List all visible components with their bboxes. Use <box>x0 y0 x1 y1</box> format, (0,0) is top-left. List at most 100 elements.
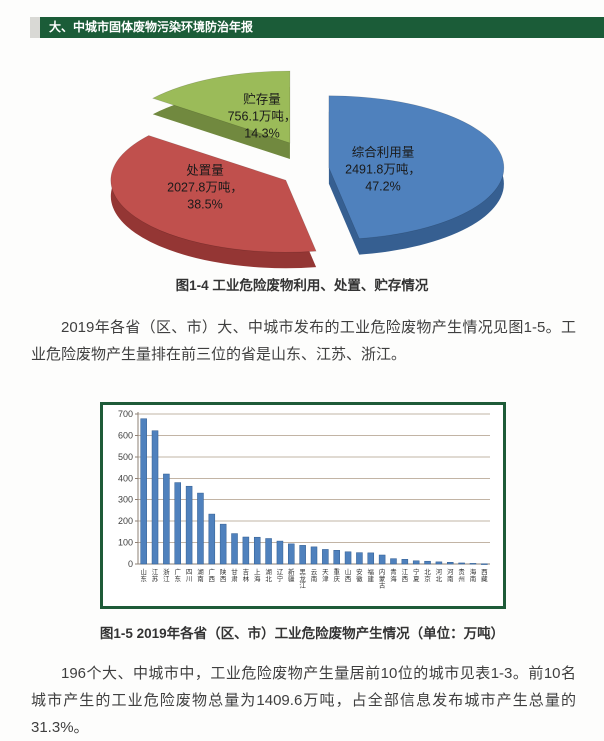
bar-湖北 <box>265 538 272 565</box>
x-axis-tick-label: 西藏 <box>481 568 488 583</box>
x-axis-tick-label: 江西 <box>402 568 409 583</box>
bar-山西 <box>344 551 352 565</box>
bar-figure-caption: 图1-5 2019年各省（区、市）工业危险废物产生情况（单位：万吨） <box>99 626 505 641</box>
y-axis-tick-label: 300 <box>118 495 133 505</box>
bar-青海 <box>390 558 397 565</box>
bar-江苏 <box>151 430 159 565</box>
x-axis-tick-label: 重庆 <box>333 568 340 583</box>
y-axis-tick-label: 600 <box>118 430 133 440</box>
bar-云南 <box>310 546 318 565</box>
x-axis-tick-label: 辽宁 <box>277 568 284 583</box>
bar-重庆 <box>333 550 340 565</box>
x-axis-tick-label: 青海 <box>390 567 397 583</box>
x-axis-tick-label: 贵州 <box>458 567 465 583</box>
x-axis-labels: 山东江苏浙江广东四川湖南广西陕西甘肃吉林上海湖北辽宁新疆黑龙江云南天津重庆山西安… <box>140 567 488 590</box>
bar-天津 <box>322 549 329 565</box>
x-axis-tick-label: 宁夏 <box>413 567 420 583</box>
bar-贵州 <box>458 562 465 565</box>
x-axis-tick-label: 河北 <box>436 568 443 583</box>
pie-slice-2 <box>110 135 317 253</box>
pie-label-line: 处置量 <box>186 163 224 178</box>
x-axis-tick-label: 内蒙古 <box>379 567 386 590</box>
x-axis-tick-label: 甘肃 <box>231 567 238 583</box>
pie-label-line: 47.2% <box>365 179 401 194</box>
y-axis-tick-label: 0 <box>128 559 133 569</box>
bar-chart-box: 0 100 200 300 400 500 600 700 山东 江苏 浙江 广东 四川 湖南 广西 陕西 甘肃… <box>100 402 506 609</box>
x-axis-tick-label: 黑龙江 <box>299 568 306 590</box>
pie-slice-label-3: 贮存量 756.1万吨， 14.3% <box>228 92 297 143</box>
x-axis-tick-label: 河南 <box>447 568 454 583</box>
x-axis-tick-label: 上海 <box>254 567 261 583</box>
pie-chart-canvas <box>110 70 505 269</box>
bar-广西 <box>208 513 216 565</box>
bar-河南 <box>447 562 454 565</box>
bar-chart-canvas: 0 100 200 300 400 500 600 700 山东江苏浙江广东四川湖南广西陕西甘肃… <box>118 409 490 590</box>
pie-slice-label-1: 综合利用量 2491.8万吨， 47.2% <box>345 145 421 196</box>
x-axis-tick-label: 天津 <box>322 568 329 583</box>
pie-label-line: 14.3% <box>244 126 280 141</box>
bar-海南 <box>469 563 477 565</box>
pie-figure-caption: 图1-4 工业危险废物利用、处置、贮存情况 <box>175 278 429 293</box>
pie-slice-1 <box>328 95 505 239</box>
pie-label-line: 756.1万吨， <box>227 109 297 124</box>
bar-西藏 <box>481 563 488 565</box>
bar-辽宁 <box>276 540 284 565</box>
bar-广东 <box>174 482 181 565</box>
x-axis-tick-label: 北京 <box>424 568 431 583</box>
y-axis-tick-label: 200 <box>118 516 133 526</box>
header-tab-marker <box>30 17 40 38</box>
paragraph-top10-cities: 196个大、中城市中，工业危险废物产生量居前10位的城市见表1-3。前10名城市… <box>31 665 576 736</box>
x-axis-tick-label: 山西 <box>345 567 352 583</box>
y-axis-tick-label: 700 <box>118 409 133 419</box>
bar-吉林 <box>242 536 250 565</box>
x-axis-tick-label: 吉林 <box>243 568 250 583</box>
pie-slice-label-2: 处置量 2027.8万吨， 38.5% <box>167 163 243 214</box>
paragraph-provinces: 2019年各省（区、市）大、中城市发布的工业危险废物产生情况见图1-5。工业危险… <box>31 319 576 363</box>
bar-福建 <box>367 552 375 565</box>
pie-label-line: 38.5% <box>187 197 223 212</box>
pie-label-line: 2027.8万吨， <box>167 180 243 195</box>
bar-陕西 <box>219 523 227 565</box>
bar-安徽 <box>356 552 363 565</box>
bar-gridlines <box>135 413 490 565</box>
x-axis-tick-label: 新疆 <box>288 567 295 583</box>
pie-slice-3 <box>152 70 291 144</box>
bars <box>140 418 488 565</box>
x-axis-tick-label: 陕西 <box>220 567 227 583</box>
pie-label-line: 贮存量 <box>243 92 281 107</box>
pie-chart-figure: 综合利用量 2491.8万吨， 47.2% 处置量 2027.8万吨， 38.5% 贮存量 7… <box>88 70 518 282</box>
bar-内蒙古 <box>378 554 386 565</box>
x-axis-tick-label: 福建 <box>368 567 375 583</box>
pie-label-line: 2491.8万吨， <box>345 162 421 177</box>
x-axis-tick-label: 湖南 <box>197 567 204 583</box>
bar-宁夏 <box>412 560 420 565</box>
bar-四川 <box>185 485 193 565</box>
x-axis-tick-label: 广西 <box>209 567 216 583</box>
bar-黑龙江 <box>299 545 306 565</box>
y-axis-tick-label: 100 <box>118 538 133 548</box>
x-axis-tick-label: 安徽 <box>356 567 363 583</box>
x-axis-tick-label: 山东 <box>140 567 147 583</box>
x-axis-tick-label: 江苏 <box>152 568 159 583</box>
bar-北京 <box>424 560 431 565</box>
bar-甘肃 <box>231 533 238 565</box>
bar-湖南 <box>197 492 204 565</box>
bar-河北 <box>435 561 443 565</box>
bar-山东 <box>140 418 147 565</box>
x-axis-tick-label: 四川 <box>186 568 193 583</box>
x-axis-tick-label: 浙江 <box>163 567 170 583</box>
x-axis-tick-label: 广东 <box>174 567 181 583</box>
pie-label-line: 综合利用量 <box>351 145 415 160</box>
x-axis-tick-label: 湖北 <box>265 567 272 583</box>
bar-上海 <box>253 536 261 565</box>
bar-江西 <box>401 559 409 565</box>
header-bar: 大、中城市固体废物污染环境防治年报 <box>40 17 604 38</box>
bar-新疆 <box>288 543 295 565</box>
header-title: 大、中城市固体废物污染环境防治年报 <box>49 20 254 34</box>
x-axis-tick-label: 海南 <box>470 567 477 583</box>
y-axis-tick-label: 400 <box>118 473 133 483</box>
x-axis-tick-label: 云南 <box>311 568 318 583</box>
bar-浙江 <box>163 473 170 565</box>
y-axis-tick-label: 500 <box>118 452 133 462</box>
